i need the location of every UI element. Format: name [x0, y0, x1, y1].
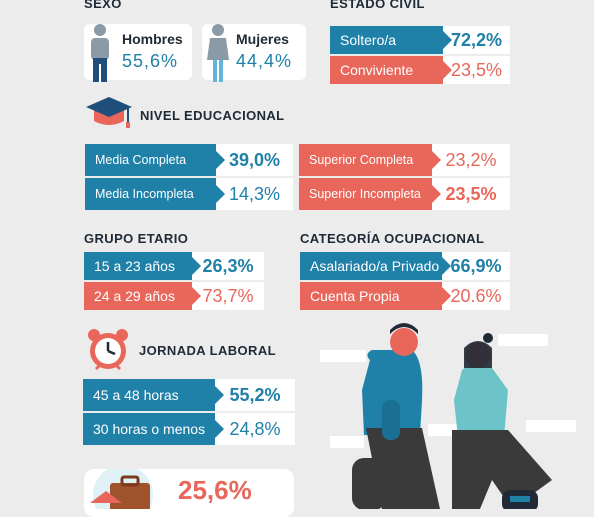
estado-civil-title: ESTADO CIVIL — [330, 0, 425, 11]
soltero-value: 72,2% — [443, 26, 510, 54]
superior-incompleta-row: Superior Incompleta 23,5% — [299, 178, 510, 210]
media-incompleta-row: Media Incompleta 14,3% — [85, 178, 293, 210]
superior-completa-value: 23,2% — [432, 144, 510, 176]
hombres-card: Hombres 55,6% — [84, 24, 192, 82]
conviviente-label: Conviviente — [330, 56, 452, 84]
jornada-30-label: 30 horas o menos — [83, 413, 224, 445]
hombres-value: 55,6% — [122, 51, 179, 71]
jornada-45-48-label: 45 a 48 horas — [83, 379, 224, 411]
grupo-etario-row: 24 a 29 años 73,7% — [84, 282, 264, 310]
edad-24-29-label: 24 a 29 años — [84, 282, 201, 310]
sexo-title: SEXO — [84, 0, 122, 11]
superior-incompleta-label: Superior Incompleta — [299, 178, 441, 210]
estado-civil-row: Conviviente 23,5% — [330, 56, 510, 84]
soltero-label: Soltero/a — [330, 26, 452, 54]
grupo-etario-row: 15 a 23 años 26,3% — [84, 252, 264, 280]
hombres-label: Hombres — [122, 31, 183, 47]
nivel-educacional-title: NIVEL EDUCACIONAL — [140, 108, 285, 123]
cuenta-propia-label: Cuenta Propia — [300, 282, 451, 310]
superior-completa-label: Superior Completa — [299, 144, 441, 176]
mujeres-card: Mujeres 44,4% — [202, 24, 306, 82]
male-person-icon — [91, 24, 109, 82]
young-couple-illustration — [320, 323, 576, 509]
conviviente-value: 23,5% — [443, 56, 510, 84]
media-incompleta-value: 14,3% — [216, 178, 293, 210]
female-person-icon — [207, 24, 229, 82]
media-completa-label: Media Completa — [85, 144, 225, 176]
jornada-laboral-title: JORNADA LABORAL — [139, 343, 276, 358]
alarm-clock-icon — [88, 329, 128, 371]
media-completa-value: 39,0% — [216, 144, 293, 176]
bottom-value: 25,6% — [178, 475, 252, 505]
superior-completa-row: Superior Completa 23,2% — [299, 144, 510, 176]
estado-civil-row: Soltero/a 72,2% — [330, 26, 510, 54]
edad-24-29-value: 73,7% — [192, 282, 264, 310]
mujeres-value: 44,4% — [236, 51, 293, 71]
asalariado-label: Asalariado/a Privado — [300, 252, 451, 280]
bottom-card: 25,6% — [84, 469, 294, 517]
house-briefcase-icon — [90, 469, 153, 509]
edad-15-23-value: 26,3% — [192, 252, 264, 280]
jornada-row: 30 horas o menos 24,8% — [83, 413, 295, 445]
superior-incompleta-value: 23,5% — [432, 178, 510, 210]
edad-15-23-label: 15 a 23 años — [84, 252, 201, 280]
mujeres-label: Mujeres — [236, 31, 289, 47]
jornada-row: 45 a 48 horas 55,2% — [83, 379, 295, 411]
asalariado-value: 66,9% — [442, 252, 510, 280]
media-completa-row: Media Completa 39,0% — [85, 144, 293, 176]
grupo-etario-title: GRUPO ETARIO — [84, 231, 189, 246]
graduation-cap-icon — [86, 97, 132, 128]
jornada-30-value: 24,8% — [215, 413, 295, 445]
media-incompleta-label: Media Incompleta — [85, 178, 225, 210]
jornada-45-48-value: 55,2% — [215, 379, 295, 411]
categoria-ocupacional-title: CATEGORÍA OCUPACIONAL — [300, 231, 485, 246]
cuenta-propia-value: 20.6% — [442, 282, 510, 310]
categoria-row: Asalariado/a Privado 66,9% — [300, 252, 510, 280]
categoria-row: Cuenta Propia 20.6% — [300, 282, 510, 310]
